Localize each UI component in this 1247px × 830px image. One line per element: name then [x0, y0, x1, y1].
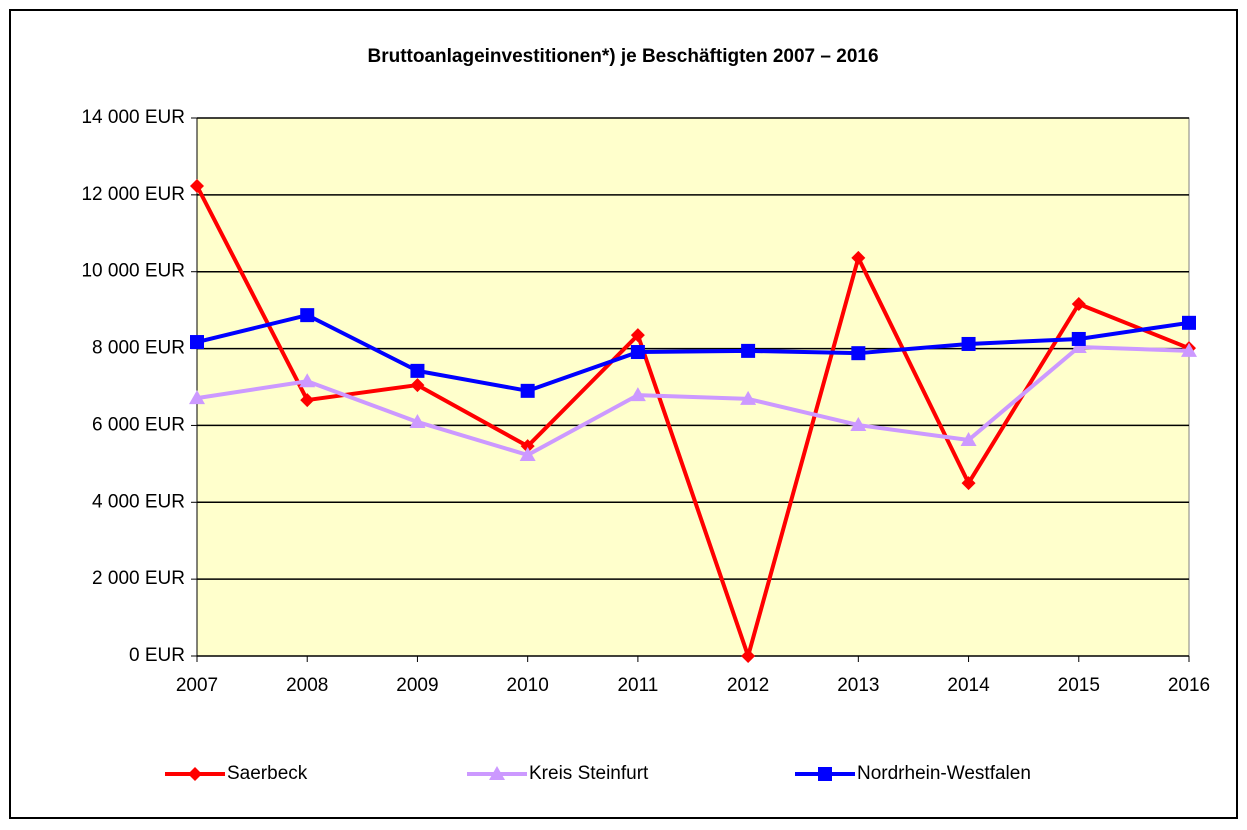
x-tick-label: 2012 [727, 675, 769, 696]
marker [741, 343, 756, 358]
marker [409, 413, 426, 428]
marker [188, 767, 202, 781]
y-tick-label: 4 000 EUR [92, 491, 185, 512]
y-tick-label: 14 000 EUR [81, 107, 185, 128]
marker [300, 308, 315, 323]
marker [630, 328, 645, 343]
marker [961, 476, 976, 491]
marker [299, 373, 316, 388]
marker [520, 439, 535, 454]
marker [410, 363, 425, 378]
marker [189, 390, 205, 405]
y-tick-label: 8 000 EUR [92, 338, 185, 359]
marker [489, 766, 505, 780]
marker [850, 417, 867, 432]
x-tick-label: 2007 [176, 675, 218, 696]
legend-label: Kreis Steinfurt [529, 763, 649, 784]
marker [818, 767, 832, 781]
y-tick-label: 12 000 EUR [81, 184, 185, 205]
x-tick-label: 2016 [1168, 675, 1210, 696]
chart-title: Bruttoanlageinvestitionen*) je Beschäfti… [367, 46, 878, 67]
marker [519, 447, 536, 462]
x-tick-label: 2011 [617, 675, 658, 696]
x-tick-label: 2015 [1058, 675, 1100, 696]
marker [629, 387, 646, 402]
y-tick-label: 2 000 EUR [92, 568, 185, 589]
marker [300, 393, 315, 408]
x-tick-label: 2009 [396, 675, 438, 696]
marker [960, 432, 977, 447]
marker [190, 179, 204, 194]
x-tick-label: 2010 [507, 675, 549, 696]
x-tick-label: 2014 [947, 675, 990, 696]
legend-label: Nordrhein-Westfalen [857, 763, 1031, 784]
y-tick-label: 6 000 EUR [92, 414, 185, 435]
y-tick-label: 10 000 EUR [81, 261, 185, 282]
marker [1071, 296, 1086, 311]
marker [1071, 331, 1086, 346]
x-tick-label: 2008 [286, 675, 328, 696]
marker [520, 383, 535, 398]
marker [1182, 315, 1196, 330]
marker [961, 336, 976, 351]
marker [851, 250, 866, 265]
series-line [196, 345, 1190, 458]
marker [630, 345, 645, 360]
marker [410, 378, 425, 393]
y-tick-label: 0 EUR [129, 645, 185, 666]
marker [1070, 339, 1087, 354]
x-tick-label: 2013 [837, 675, 879, 696]
marker [851, 346, 866, 361]
series-line [196, 313, 1190, 393]
marker [190, 335, 204, 350]
legend-label: Saerbeck [227, 763, 308, 784]
plot-area [196, 117, 1190, 657]
marker [1181, 342, 1197, 357]
marker [740, 390, 757, 405]
marker [741, 649, 756, 663]
